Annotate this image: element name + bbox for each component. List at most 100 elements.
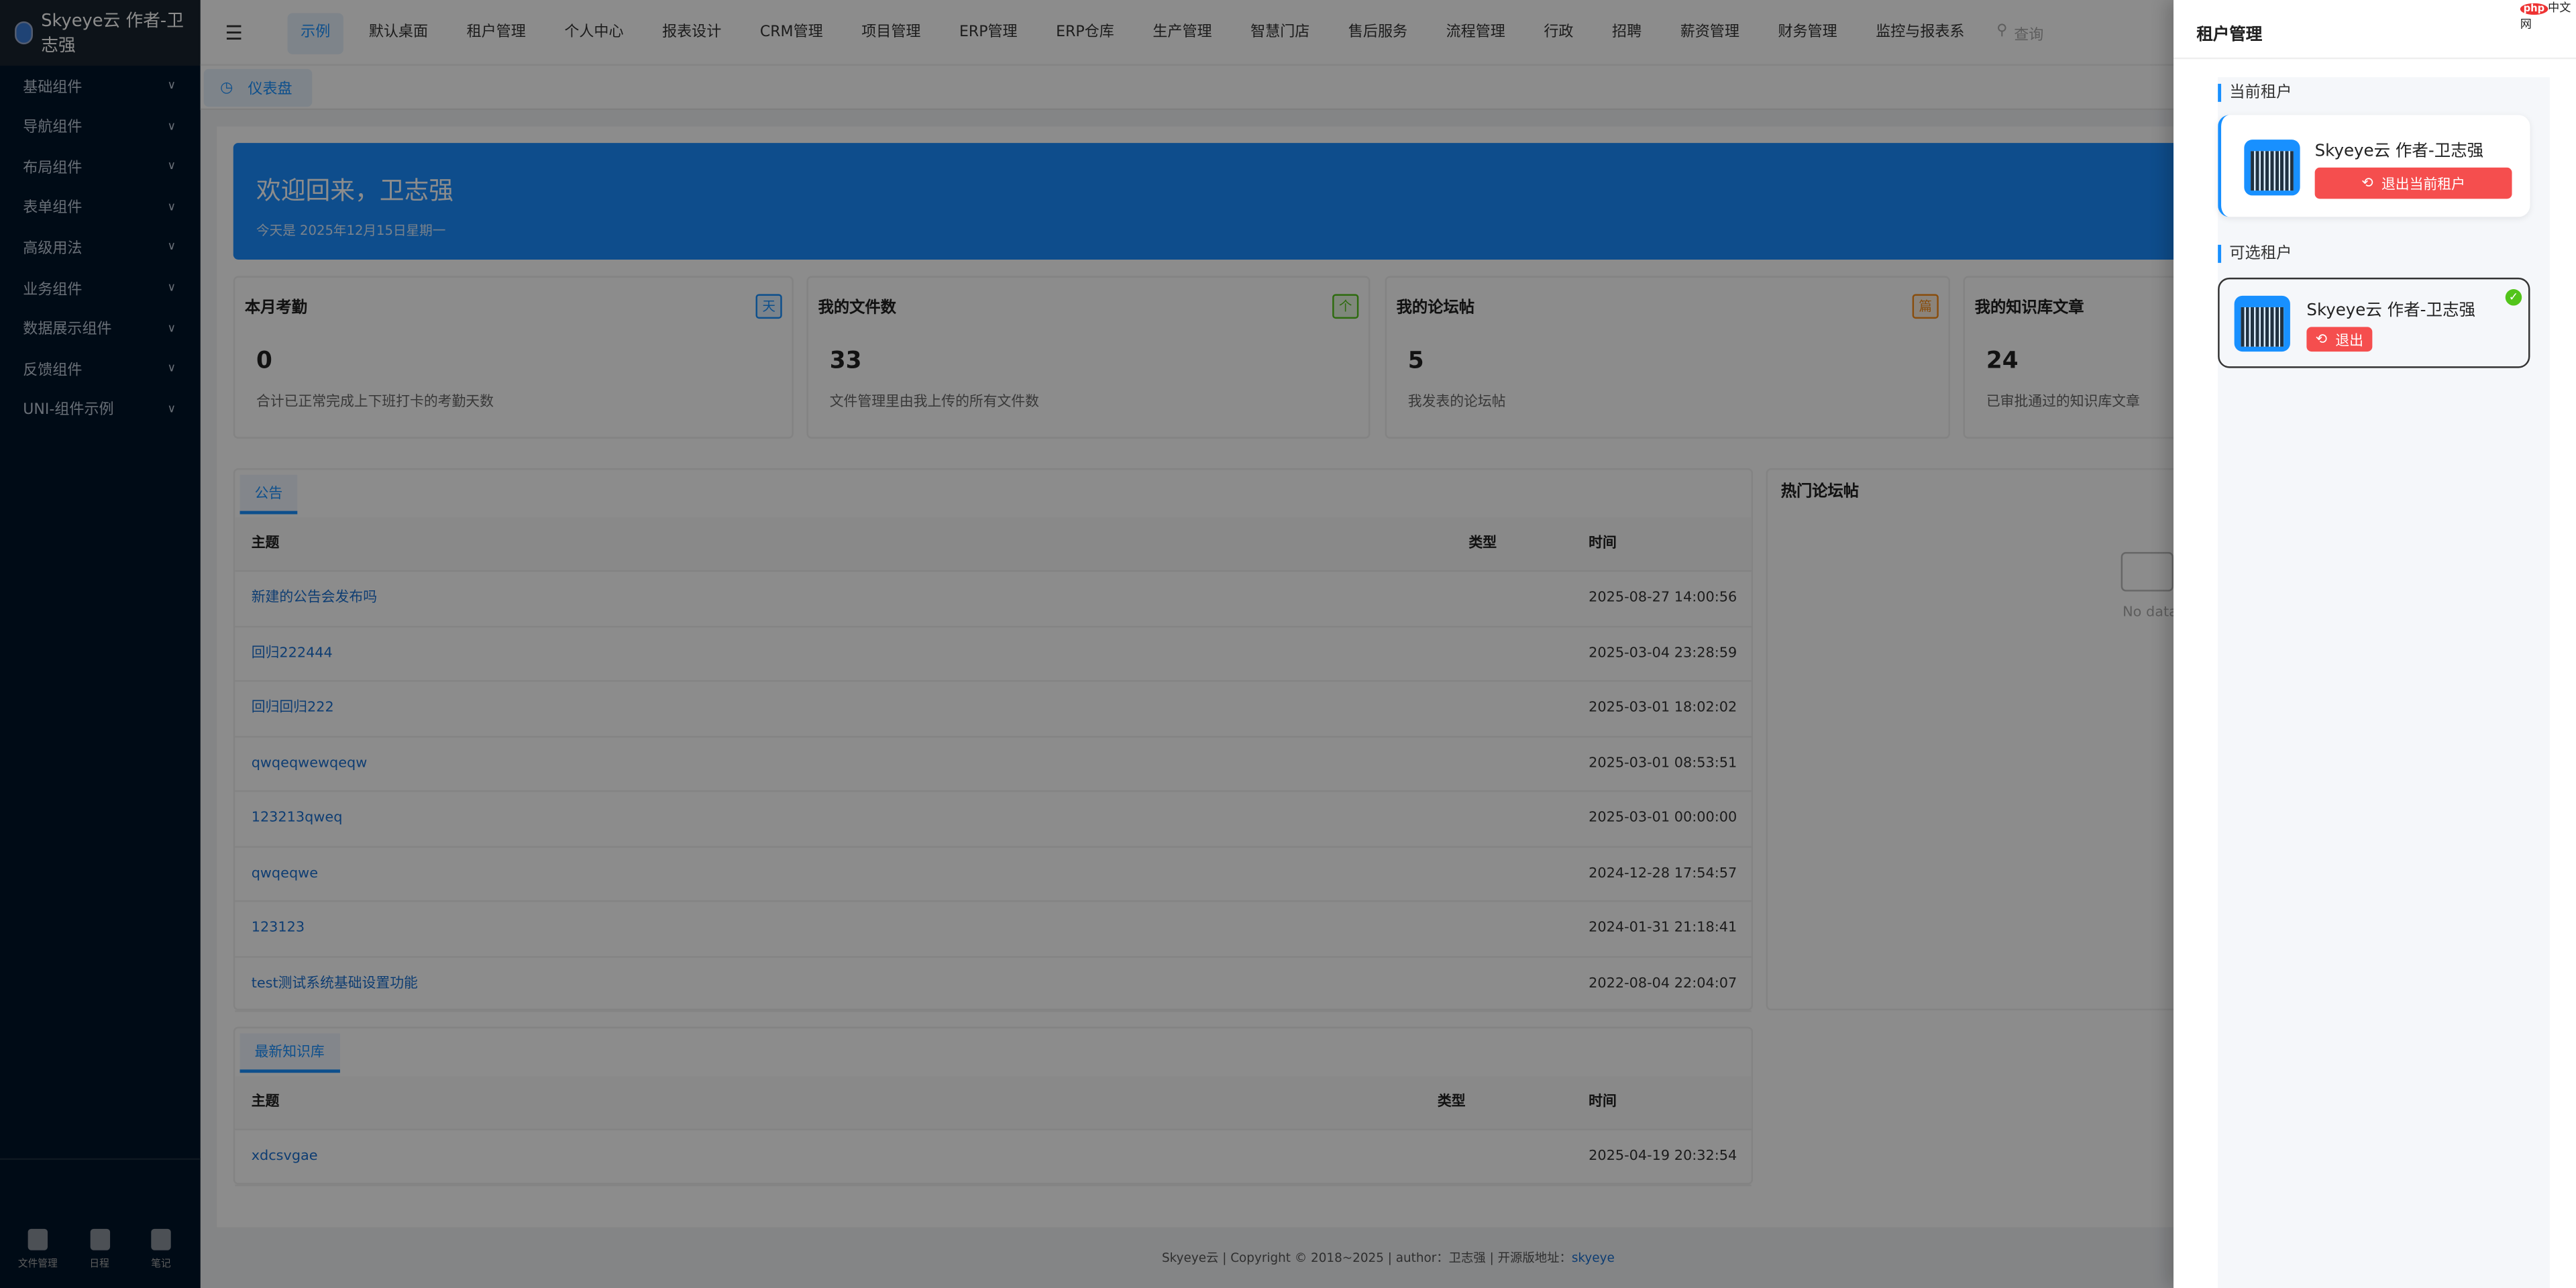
nav-item[interactable]: 流程管理 — [1446, 24, 1505, 42]
note-icon — [151, 1228, 171, 1250]
search-placeholder: 查询 — [2014, 28, 2044, 45]
row-title-link[interactable]: qwqeqwe — [251, 865, 319, 881]
button-label: 退出 — [2335, 332, 2364, 350]
empty-box-icon — [2121, 551, 2174, 592]
sidebar-item-label: 高级用法 — [23, 241, 83, 258]
bottom-label: 文件管理 — [17, 1258, 58, 1271]
nav-item[interactable]: 智慧门店 — [1250, 24, 1310, 42]
sidebar-item[interactable]: 表单组件 ∨ — [0, 187, 201, 227]
divider — [0, 1158, 201, 1160]
stat-badge: 篇 — [1912, 294, 1939, 319]
top-nav: 示例 默认桌面 租户管理 个人中心 报表设计 CRM管理 项目管理 ERP管理 ERP仓库 生产管… — [287, 13, 2044, 54]
sidebar-item[interactable]: 反馈组件 ∨ — [0, 349, 201, 388]
app-title: Skyeye云 作者-卫志强 — [41, 11, 184, 56]
row-title-link[interactable]: 123213qweq — [251, 810, 343, 826]
chevron-down-icon: ∨ — [167, 200, 176, 213]
bottom-label: 日程 — [89, 1258, 109, 1271]
table-row[interactable]: 新建的公告会发布吗 2025-08-27 14:00:56 — [235, 572, 1752, 627]
sidebar-item-label: 布局组件 — [23, 160, 83, 177]
table-header: 主题 类型 时间 — [235, 1076, 1752, 1130]
row-time: 2025-03-01 18:02:02 — [1589, 700, 1737, 716]
col-title: 主题 — [251, 1094, 280, 1111]
nav-item[interactable]: ERP管理 — [959, 24, 1018, 42]
chevron-down-icon: ∨ — [167, 119, 176, 133]
table-row[interactable]: xdcsvgae 2025-04-19 20:32:54 — [235, 1130, 1752, 1185]
watermark-logo: php 中文网 — [2520, 1, 2571, 32]
stat-title: 我的论坛帖 — [1396, 299, 1475, 317]
col-title: 主题 — [251, 535, 280, 552]
table-row[interactable]: qwqeqwe 2024-12-28 17:54:57 — [235, 847, 1752, 902]
tab-notices[interactable]: 公告 — [239, 474, 298, 515]
table-row[interactable]: 123213qweq 2025-03-01 00:00:00 — [235, 792, 1752, 847]
stat-desc: 我发表的论坛帖 — [1407, 394, 1506, 411]
nav-item[interactable]: 示例 — [287, 13, 343, 54]
row-time: 2025-03-01 00:00:00 — [1589, 810, 1737, 826]
table-row[interactable]: test测试系统基础设置功能 2022-08-04 22:04:07 — [235, 957, 1752, 1012]
row-title-link[interactable]: qwqeqwewqeqw — [251, 755, 368, 771]
nav-item[interactable]: 财务管理 — [1778, 24, 1837, 42]
drawer-mask[interactable] — [0, 0, 2174, 1288]
table-row[interactable]: 回归回归222 2025-03-01 18:02:02 — [235, 682, 1752, 737]
nav-item[interactable]: ERP仓库 — [1056, 24, 1114, 42]
notice-panel: 公告 主题 类型 时间 新建的公告会发布吗 2025-08-27 14:00:56… — [233, 468, 1754, 1012]
nav-item[interactable]: 监控与报表系 — [1876, 24, 1965, 42]
nav-item[interactable]: CRM管理 — [759, 24, 823, 42]
row-time: 2024-12-28 17:54:57 — [1589, 865, 1737, 881]
sidebar-item[interactable]: 导航组件 ∨ — [0, 106, 201, 146]
folder-icon — [28, 1228, 48, 1250]
footer-link[interactable]: skyeye — [1571, 1250, 1615, 1265]
row-time: 2025-04-19 20:32:54 — [1589, 1148, 1737, 1165]
optional-tenant-card[interactable]: Skyeye云 作者-卫志强 ⟲ 退出 ✓ — [2218, 277, 2530, 368]
nav-item[interactable]: 租户管理 — [466, 24, 526, 42]
sidebar-item[interactable]: 基础组件 ∨ — [0, 66, 201, 105]
tab-knowledge[interactable]: 最新知识库 — [239, 1033, 339, 1073]
table-row[interactable]: 回归222444 2025-03-04 23:28:59 — [235, 627, 1752, 682]
stat-desc: 已审批通过的知识库文章 — [1986, 394, 2140, 411]
footer-text: Skyeye云 | Copyright © 2018~2025 | author… — [1162, 1250, 1572, 1265]
sidebar: Skyeye云 作者-卫志强 基础组件 ∨ 导航组件 ∨ 布局组件 ∨ 表单组件 ∨ 高级用法 ∨… — [0, 0, 201, 1288]
row-title-link[interactable]: 新建的公告会发布吗 — [251, 590, 378, 606]
sidebar-item[interactable]: 高级用法 ∨ — [0, 227, 201, 267]
stat-card: 本月考勤 天 0 合计已正常完成上下班打卡的考勤天数 — [233, 276, 794, 439]
nav-item[interactable]: 薪资管理 — [1680, 24, 1739, 42]
row-title-link[interactable]: xdcsvgae — [251, 1148, 318, 1165]
chevron-down-icon: ∨ — [167, 78, 176, 93]
chevron-down-icon: ∨ — [167, 160, 176, 173]
sidebar-item[interactable]: UNI-组件示例 ∨ — [0, 389, 201, 429]
exit-current-tenant-button[interactable]: ⟲ 退出当前租户 — [2314, 167, 2512, 199]
section-optional-tenants: 可选租户 — [2218, 244, 2292, 263]
sidebar-item[interactable]: 业务组件 ∨ — [0, 268, 201, 307]
sidebar-bottom-folder-button[interactable]: 文件管理 — [16, 1228, 59, 1271]
col-time: 时间 — [1589, 535, 1617, 552]
tab-dashboard[interactable]: ◷ 仪表盘 — [203, 68, 313, 107]
menu-toggle-icon[interactable]: ☰ — [225, 21, 243, 45]
exit-tenant-button[interactable]: ⟲ 退出 — [2306, 327, 2373, 352]
nav-item[interactable]: 生产管理 — [1152, 24, 1212, 42]
row-time: 2025-03-04 23:28:59 — [1589, 645, 1737, 661]
table-row[interactable]: qwqeqwewqeqw 2025-03-01 08:53:51 — [235, 737, 1752, 792]
row-title-link[interactable]: 回归222444 — [251, 645, 333, 661]
empty-text: No data — [2123, 604, 2178, 621]
row-title-link[interactable]: 123123 — [251, 920, 305, 936]
col-type: 类型 — [1468, 535, 1497, 552]
search-input[interactable]: ⚲ 查询 — [1990, 23, 2043, 44]
row-title-link[interactable]: 回归回归222 — [251, 700, 334, 716]
tenant-name: Skyeye云 作者-卫志强 — [2314, 143, 2484, 162]
sidebar-bottom-calendar-button[interactable]: 日程 — [78, 1228, 121, 1271]
search-icon: ⚲ — [1996, 23, 2008, 40]
nav-item[interactable]: 项目管理 — [861, 24, 921, 42]
row-title-link[interactable]: test测试系统基础设置功能 — [251, 975, 418, 991]
table-row[interactable]: 123123 2024-01-31 21:18:41 — [235, 902, 1752, 957]
sidebar-item[interactable]: 布局组件 ∨ — [0, 146, 201, 186]
hot-forum-panel: 热门论坛帖 No data — [1766, 468, 2194, 1011]
nav-item[interactable]: 默认桌面 — [368, 24, 429, 42]
stat-badge: 个 — [1332, 294, 1359, 319]
nav-item[interactable]: 报表设计 — [662, 24, 722, 42]
nav-item[interactable]: 个人中心 — [564, 24, 624, 42]
app-logo[interactable]: Skyeye云 作者-卫志强 — [0, 0, 201, 66]
nav-item[interactable]: 招聘 — [1612, 24, 1642, 42]
nav-item[interactable]: 行政 — [1544, 24, 1574, 42]
sidebar-bottom-note-button[interactable]: 笔记 — [140, 1228, 182, 1270]
sidebar-item[interactable]: 数据展示组件 ∨ — [0, 308, 201, 347]
nav-item[interactable]: 售后服务 — [1348, 24, 1408, 42]
